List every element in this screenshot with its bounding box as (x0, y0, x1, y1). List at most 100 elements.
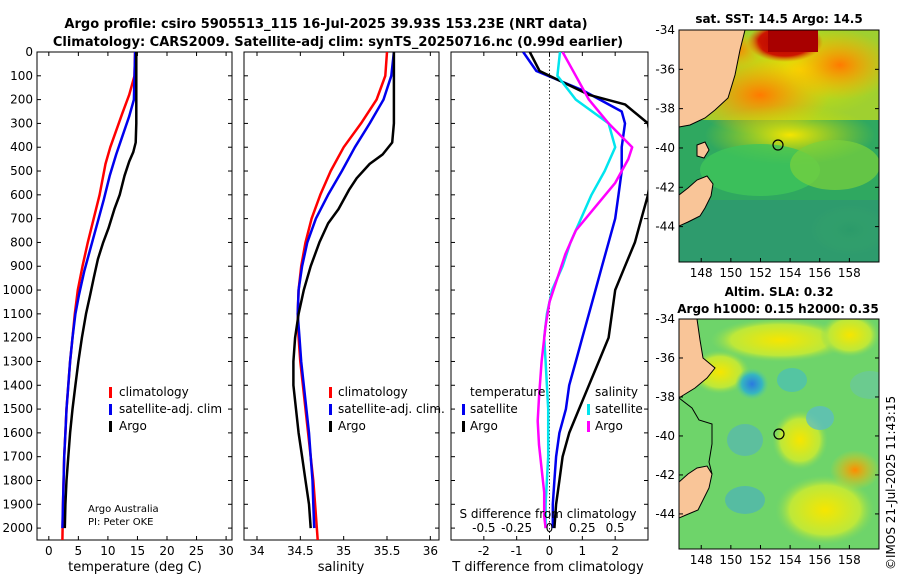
legend-title-temperature: temperature (470, 385, 545, 399)
x-tick-label: 36 (423, 544, 438, 558)
legend-label-climatology: climatology (119, 385, 189, 399)
x-tick-label: 34 (249, 544, 264, 558)
series-line-s-argo (536, 52, 634, 529)
series-line-argo (63, 52, 138, 529)
depth-tick-label: 200 (10, 93, 33, 107)
difference-axes-frame (450, 51, 649, 541)
legend-label-argo: Argo (119, 419, 147, 433)
series-line-t-satellite (522, 52, 627, 529)
temperature-x-axis: 0 5 10 15 20 25 30 (45, 52, 234, 558)
temperature-x-label: temperature (deg C) (68, 560, 202, 575)
s-tick-label: 0.5 (606, 521, 625, 535)
depth-tick-label: 700 (10, 212, 33, 226)
legend-label-s-satellite: satellite (595, 402, 643, 416)
sla-map-title: Altim. SLA: 0.32 (725, 285, 834, 299)
salinity-axes-frame (243, 51, 440, 541)
x-tick-label: 30 (218, 544, 233, 558)
depth-tick-label: 1900 (2, 497, 33, 511)
series-line-satellite-adj-clim (61, 52, 137, 529)
x-tick-label: 25 (189, 544, 204, 558)
figure-title-line1: Argo profile: csiro 5905513_115 16-Jul-2… (64, 17, 587, 32)
argo-position-marker (772, 139, 784, 151)
legend-swatch-satellite-adj (329, 404, 332, 415)
map-y-tick-label: -34 (655, 23, 675, 37)
s-tick-label: 0 (546, 521, 554, 535)
map-x-tick-label: 152 (749, 553, 772, 567)
temperature-axes-frame (36, 51, 233, 541)
map-y-tick-label: -34 (655, 312, 675, 326)
legend-swatch-climatology (109, 387, 112, 398)
series-line-t-argo (528, 52, 648, 529)
sst-map-panel: sat. SST: 14.5 Argo: 14.5 148 150 152 154 15… (655, 12, 880, 280)
sla-map-axes: 148 150 152 154 156 158 -34 -36 -38 -40 -42 -44 (655, 312, 879, 567)
legend-label-t-argo: Argo (470, 419, 498, 433)
tasmania (679, 175, 714, 227)
difference-lines (522, 52, 648, 529)
x-tick-label: 10 (100, 544, 115, 558)
australia-coast (679, 30, 746, 128)
legend-label-s-argo: Argo (595, 419, 623, 433)
depth-tick-label: 1500 (2, 402, 33, 416)
temperature-lines (61, 52, 138, 540)
legend-label-climatology: climatology (338, 385, 408, 399)
map-y-tick-label: -42 (655, 180, 675, 194)
difference-depth-ticks (451, 51, 648, 529)
depth-tick-label: 2000 (2, 521, 33, 535)
legend-swatch-s-argo (587, 421, 590, 432)
map-x-tick-label: 148 (690, 266, 713, 280)
series-line-s-satellite (542, 52, 617, 529)
salinity-x-label: salinity (318, 560, 365, 575)
legend-swatch-argo (329, 421, 332, 432)
tasmania (679, 465, 713, 519)
salinity-x-axis: 34 34.5 35 35.5 36 (249, 52, 438, 558)
x-tick-label: 35.5 (374, 544, 401, 558)
legend-swatch-climatology (329, 387, 332, 398)
map-x-tick-label: 148 (690, 553, 713, 567)
depth-tick-label: 400 (10, 140, 33, 154)
map-y-tick-label: -36 (655, 351, 675, 365)
legend-label-satellite-adj: satellite-adj. clim (119, 402, 222, 416)
depth-tick-label: 0 (25, 45, 33, 59)
sla-map-subtitle: Argo h1000: 0.15 h2000: 0.35 (677, 302, 878, 316)
sst-map-frame (678, 29, 880, 263)
x-tick-label: 1 (579, 544, 587, 558)
temperature-legend: climatology satellite-adj. clim Argo (109, 385, 222, 433)
map-x-tick-label: 154 (779, 553, 802, 567)
x-tick-label: 0 (45, 544, 53, 558)
depth-tick-label: 1400 (2, 378, 33, 392)
depth-axis: 0 100 200 300 400 500 600 700 800 900 1000 1100 1200… (2, 45, 232, 535)
depth-tick-label: 1800 (2, 473, 33, 487)
series-line-argo (292, 52, 396, 529)
salinity-legend: climatology satellite-adj. clim. Argo (329, 385, 445, 433)
shelf-outline (679, 397, 713, 475)
map-x-tick-label: 150 (719, 266, 742, 280)
imos-watermark: ©IMOS 21-Jul-2025 11:43:15 (884, 396, 898, 570)
map-y-tick-label: -38 (655, 390, 675, 404)
t-difference-x-label: T difference from climatology (451, 560, 644, 575)
map-x-tick-label: 152 (749, 266, 772, 280)
figure-title-line2: Climatology: CARS2009. Satellite-adj cli… (53, 35, 623, 50)
map-x-tick-label: 158 (838, 553, 861, 567)
map-x-tick-label: 154 (779, 266, 802, 280)
legend-label-argo: Argo (338, 419, 366, 433)
legend-swatch-satellite-adj (109, 404, 112, 415)
x-tick-label: 20 (159, 544, 174, 558)
depth-tick-label: 300 (10, 116, 33, 130)
legend-swatch-t-argo (462, 421, 465, 432)
legend-swatch-t-satellite (462, 404, 465, 415)
series-line-satellite-adj-clim (296, 52, 396, 529)
x-tick-label: 0 (546, 544, 554, 558)
depth-tick-label: 1300 (2, 354, 33, 368)
map-x-tick-label: 158 (838, 266, 861, 280)
s-tick-label: -0.5 (472, 521, 495, 535)
sst-map-axes: 148 150 152 154 156 158 -34 -36 -38 -40 -42 -44 (655, 23, 879, 280)
sla-map-frame (678, 318, 880, 550)
map-y-tick-label: -36 (655, 62, 675, 76)
salinity-depth-ticks (244, 51, 439, 529)
x-tick-label: 5 (75, 544, 83, 558)
x-tick-label: -1 (511, 544, 523, 558)
map-y-tick-label: -44 (655, 507, 675, 521)
map-y-tick-label: -38 (655, 102, 675, 116)
x-tick-label: 34.5 (287, 544, 314, 558)
credit-line1: Argo Australia (88, 504, 159, 515)
